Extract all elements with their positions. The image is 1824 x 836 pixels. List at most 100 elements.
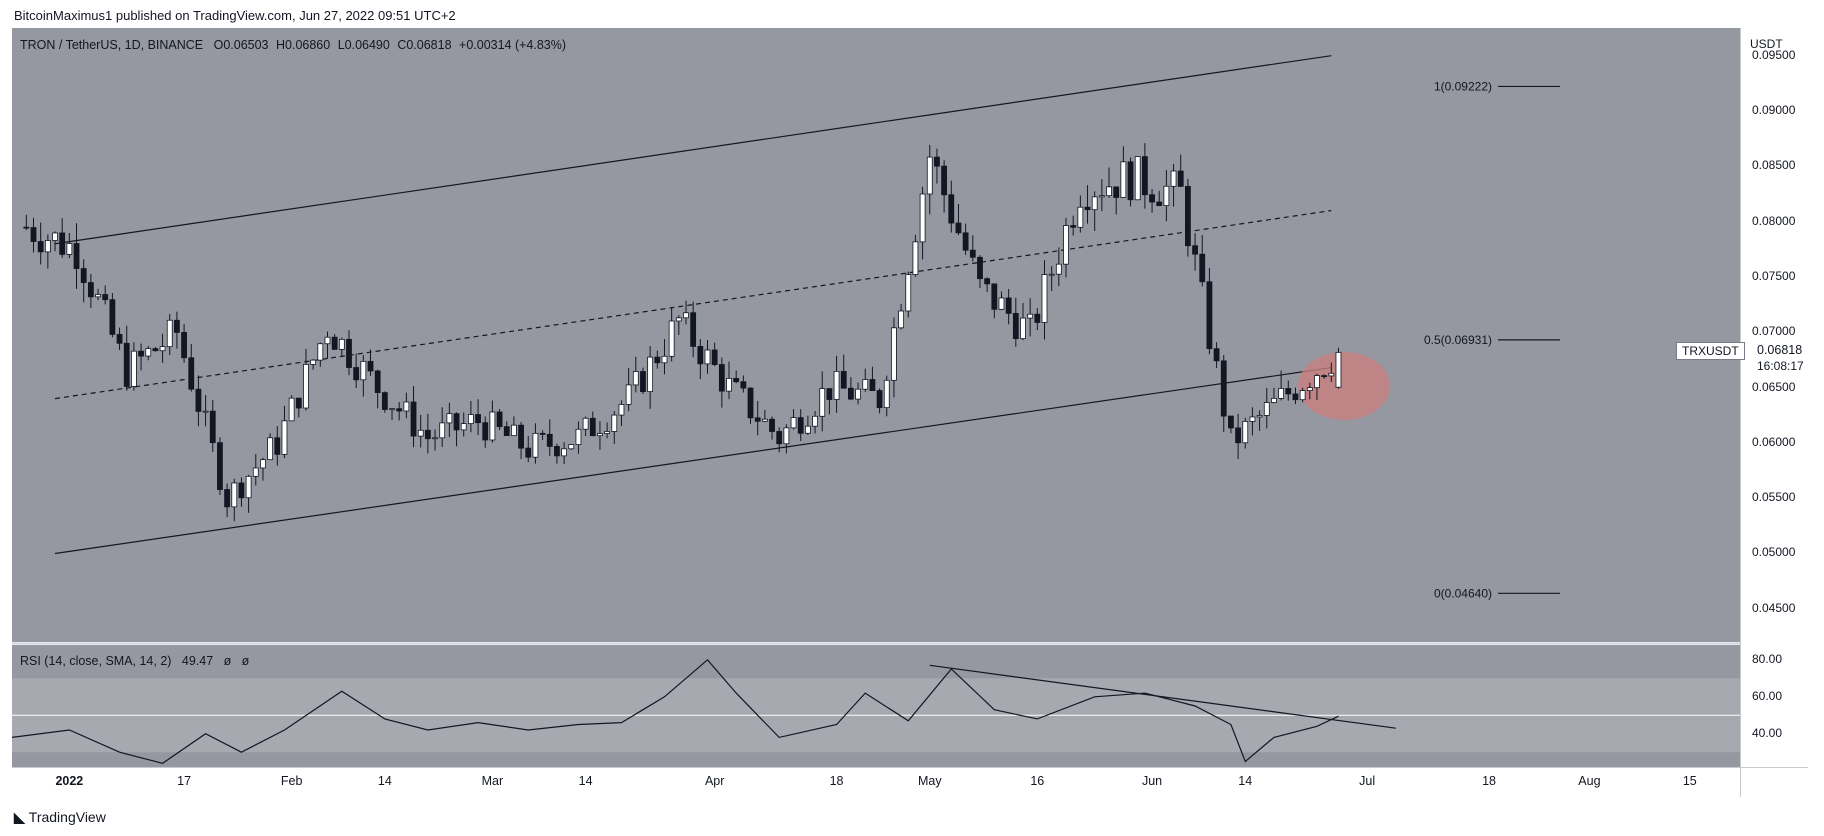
candle-body (1170, 170, 1177, 187)
candle-body (1220, 360, 1227, 417)
candle-body (1292, 393, 1299, 401)
candle-body (539, 432, 546, 435)
candle-body (525, 447, 532, 458)
candle-body (116, 333, 123, 344)
candle-body (338, 338, 345, 350)
open-value: 0.06503 (223, 38, 269, 52)
candle-body (1113, 186, 1120, 198)
rsi-value: 49.47 (181, 654, 214, 668)
candle-body (503, 426, 510, 437)
candlesticks (23, 143, 1342, 522)
candle-body (582, 417, 589, 430)
candle-body (647, 356, 654, 392)
rsi-label: RSI (14, close, SMA, 14, 2) (20, 654, 172, 668)
low-key: L (337, 38, 345, 52)
candle-body (159, 346, 166, 352)
candle-body (1041, 274, 1048, 323)
last-price-symbol: TRXUSDT (1676, 342, 1745, 360)
time-tick-label: 18 (829, 774, 844, 788)
candle-body (840, 370, 847, 389)
candle-body (511, 424, 517, 437)
time-tick-label: 14 (377, 774, 392, 788)
time-tick-label: 14 (578, 774, 593, 788)
candle-body (718, 364, 725, 392)
candle-body (640, 371, 646, 392)
publisher-header: BitcoinMaximus1 published on TradingView… (14, 8, 456, 23)
candle-body (1206, 281, 1213, 350)
candle-body (926, 156, 933, 195)
candle-body (37, 241, 44, 253)
close-key: C (397, 38, 407, 52)
candle-body (467, 414, 474, 425)
last-price-value: 0.06818 (1757, 343, 1803, 357)
candle-body (1034, 313, 1041, 323)
candle-body (1228, 415, 1234, 429)
candle-body (740, 381, 747, 389)
time-tick-label: 2022 (55, 774, 84, 788)
price-axis-title: USDT (1750, 37, 1783, 51)
candle-body (833, 370, 840, 400)
candle-body (1106, 186, 1112, 197)
candle-body (238, 482, 245, 499)
candle-body (52, 232, 58, 241)
candle-body (589, 417, 596, 437)
candle-body (1055, 263, 1062, 275)
candle-body (303, 364, 309, 409)
time-tick-label: 14 (1238, 774, 1253, 788)
price-tick-label: 0.06500 (1752, 379, 1796, 394)
candle-body (518, 424, 524, 449)
candle-body (496, 411, 503, 428)
candle-body (403, 401, 410, 412)
high-value: 0.06860 (285, 38, 331, 52)
candle-body (632, 371, 639, 386)
candle-body (424, 429, 431, 440)
candle-body (668, 320, 675, 357)
footer-brand[interactable]: ◣ TradingView (14, 809, 106, 826)
candle-body (1070, 225, 1077, 228)
candle-body (109, 299, 116, 335)
price-tick-label: 0.07500 (1752, 268, 1796, 283)
channel-mid-line (54, 209, 1332, 400)
time-tick-label: 18 (1482, 774, 1496, 788)
candle-body (1278, 388, 1285, 399)
candle-body (1141, 156, 1148, 196)
price-channel (54, 55, 1332, 555)
price-tick-label: 0.09000 (1752, 102, 1796, 117)
candle-body (769, 418, 775, 432)
candle-body (905, 274, 912, 312)
candle-body (73, 243, 80, 269)
candle-body (202, 410, 209, 413)
candle-body (123, 342, 130, 387)
candle-body (95, 294, 101, 298)
time-axis-background (12, 768, 1740, 797)
candle-body (1027, 313, 1034, 319)
candle-body (396, 408, 403, 412)
rsi-indicator (11, 658, 1396, 764)
candle-body (1185, 185, 1191, 247)
fib-level-label: 0.5(0.06931) (1424, 333, 1492, 347)
candle-body (597, 433, 603, 437)
candle-body (991, 283, 998, 310)
time-tick-label: Jun (1141, 774, 1163, 788)
open-key: O (213, 38, 224, 52)
candle-body (783, 427, 790, 445)
symbol-legend: TRON / TetherUS, 1D, BINANCE O0.06503 H0… (20, 38, 566, 52)
candle-body (711, 349, 718, 365)
candle-body (984, 278, 991, 285)
time-tick-label: Mar (481, 774, 504, 788)
candle-body (1192, 245, 1198, 255)
candle-body (1271, 397, 1277, 403)
candle-body (1134, 156, 1141, 201)
candle-body (224, 489, 231, 508)
candle-body (697, 346, 704, 365)
candle-body (568, 444, 575, 450)
candle-body (410, 401, 417, 437)
candle-body (941, 165, 948, 196)
candle-body (1242, 421, 1249, 444)
candle-body (1235, 427, 1241, 444)
candle-body (1199, 253, 1206, 283)
time-tick-label: 15 (1682, 774, 1697, 788)
candle-body (869, 379, 876, 391)
rsi-legend: RSI (14, close, SMA, 14, 2) 49.47 ø ø (20, 654, 249, 668)
